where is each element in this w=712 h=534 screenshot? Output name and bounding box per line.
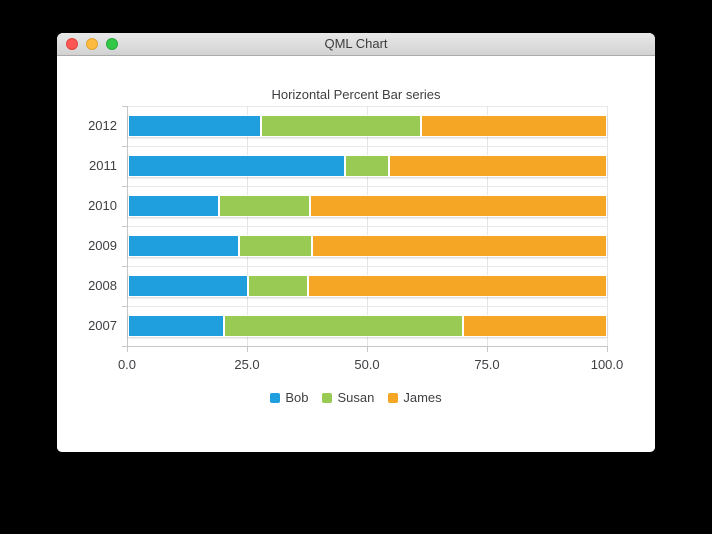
bar-row-2009 bbox=[128, 235, 607, 257]
bar-segment-susan-2010[interactable] bbox=[219, 195, 311, 217]
y-axis-label: 2012 bbox=[88, 118, 117, 133]
bar-segment-bob-2008[interactable] bbox=[128, 275, 248, 297]
bar-segment-bob-2011[interactable] bbox=[128, 155, 346, 177]
bar-row-2012 bbox=[128, 115, 607, 137]
bar-segment-susan-2012[interactable] bbox=[261, 115, 421, 137]
y-axis-line bbox=[127, 106, 128, 347]
bar-segment-james-2010[interactable] bbox=[310, 195, 607, 217]
legend-item-susan: Susan bbox=[322, 390, 374, 405]
legend-marker-susan bbox=[322, 392, 333, 403]
x-axis-label: 0.0 bbox=[117, 357, 137, 372]
legend-marker-james bbox=[388, 392, 399, 403]
chart-legend: Bob Susan James bbox=[57, 390, 655, 405]
window-title: QML Chart bbox=[324, 36, 388, 51]
gridline-vertical bbox=[607, 106, 608, 346]
x-axis-label: 25.0 bbox=[234, 357, 260, 372]
legend-item-james: James bbox=[388, 390, 442, 405]
minimize-button[interactable] bbox=[86, 38, 98, 50]
bar-segment-susan-2011[interactable] bbox=[345, 155, 390, 177]
legend-item-bob: Bob bbox=[270, 390, 308, 405]
x-axis-label: 50.0 bbox=[354, 357, 380, 372]
legend-label: Susan bbox=[337, 390, 375, 405]
legend-label: James bbox=[403, 390, 442, 405]
bar-row-2011 bbox=[128, 155, 607, 177]
x-axis-tick bbox=[487, 346, 488, 352]
chart-view: Horizontal Percent Bar series 2012 2011 20… bbox=[57, 56, 655, 452]
zoom-button[interactable] bbox=[106, 38, 118, 50]
bar-segment-bob-2010[interactable] bbox=[128, 195, 219, 217]
y-axis-tick bbox=[122, 146, 127, 147]
y-axis-label: 2009 bbox=[88, 238, 117, 253]
x-axis-label: 75.0 bbox=[474, 357, 500, 372]
y-axis-tick bbox=[122, 306, 127, 307]
bar-segment-susan-2008[interactable] bbox=[247, 275, 308, 297]
chart-title: Horizontal Percent Bar series bbox=[271, 87, 441, 102]
close-button[interactable] bbox=[66, 38, 78, 50]
bar-segment-james-2008[interactable] bbox=[307, 275, 607, 297]
bar-segment-james-2011[interactable] bbox=[389, 155, 607, 177]
bar-row-2008 bbox=[128, 275, 607, 297]
gridline-vertical bbox=[247, 106, 248, 346]
y-axis-tick bbox=[122, 186, 127, 187]
bar-segment-bob-2009[interactable] bbox=[128, 235, 239, 257]
bar-segment-james-2009[interactable] bbox=[312, 235, 607, 257]
bar-row-2007 bbox=[128, 315, 607, 337]
gridline-vertical bbox=[367, 106, 368, 346]
x-axis-tick bbox=[127, 346, 128, 352]
titlebar[interactable]: QML Chart bbox=[57, 33, 655, 56]
x-axis-tick bbox=[367, 346, 368, 352]
y-axis-tick bbox=[122, 106, 127, 107]
y-axis-label: 2011 bbox=[89, 158, 117, 173]
bar-segment-james-2007[interactable] bbox=[463, 315, 607, 337]
bar-row-2010 bbox=[128, 195, 607, 217]
y-axis-label: 2007 bbox=[88, 318, 117, 333]
y-axis-label: 2008 bbox=[88, 278, 117, 293]
legend-label: Bob bbox=[285, 390, 309, 405]
bar-segment-bob-2007[interactable] bbox=[128, 315, 224, 337]
bar-segment-bob-2012[interactable] bbox=[128, 115, 262, 137]
bar-segment-susan-2009[interactable] bbox=[238, 235, 313, 257]
app-window: QML Chart Horizontal Percent Bar series … bbox=[57, 33, 655, 452]
bar-segment-james-2012[interactable] bbox=[420, 115, 607, 137]
bar-segment-susan-2007[interactable] bbox=[223, 315, 464, 337]
gridline-vertical bbox=[487, 106, 488, 346]
y-axis-tick bbox=[122, 346, 127, 347]
x-axis-tick bbox=[607, 346, 608, 352]
y-axis-tick bbox=[122, 266, 127, 267]
y-axis-tick bbox=[122, 226, 127, 227]
y-axis-label: 2010 bbox=[88, 198, 117, 213]
traffic-lights bbox=[66, 38, 118, 50]
legend-marker-bob bbox=[270, 392, 281, 403]
x-axis-tick bbox=[247, 346, 248, 352]
x-axis-label: 100.0 bbox=[590, 357, 624, 372]
